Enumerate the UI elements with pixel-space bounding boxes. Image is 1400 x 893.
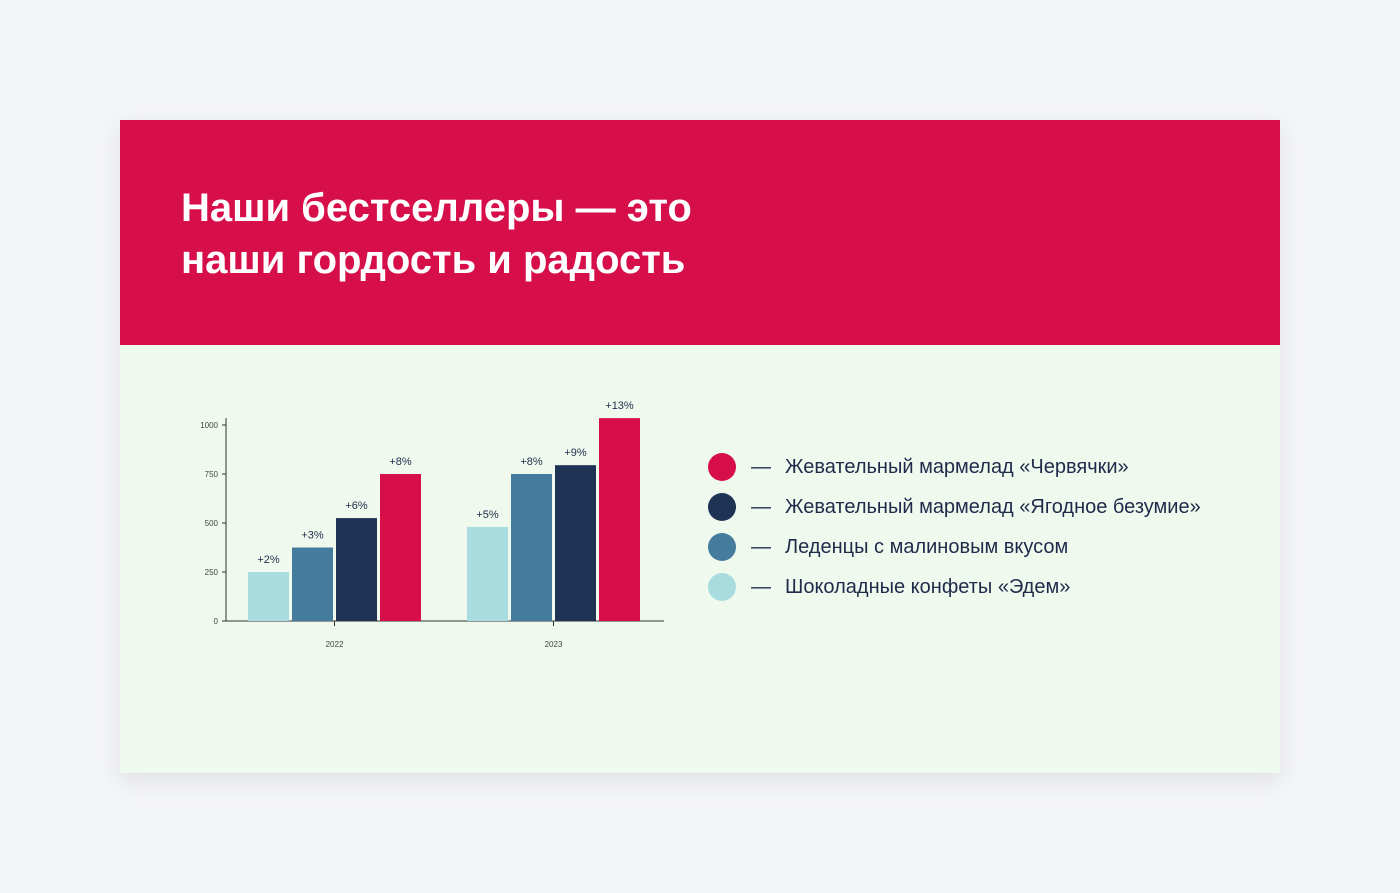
slide-title: Наши бестселлеры — это наши гордость и р… [181,182,692,286]
legend-swatch [708,533,736,561]
bar [380,474,421,621]
bar [511,474,552,621]
bar [467,526,508,621]
legend-dash: — [751,535,771,558]
legend-label: Леденцы с малиновым вкусом [785,535,1069,558]
y-tick-label: 750 [205,470,219,479]
y-tick-label: 250 [205,568,219,577]
legend-item: — Жевательный мармелад «Червячки» [708,453,1201,481]
legend-label: Шоколадные конфеты «Эдем» [785,575,1071,598]
legend-swatch [708,573,736,601]
y-tick-label: 0 [214,617,219,626]
x-tick-label: 2022 [326,640,344,649]
y-tick-label: 1000 [200,421,218,430]
bar-data-label: +8% [389,456,412,468]
bar-data-label: +2% [257,554,280,566]
legend-swatch [708,493,736,521]
bar-data-label: +5% [476,509,499,521]
bar-data-label: +3% [301,530,324,542]
bar [336,518,377,621]
slide: Наши бестселлеры — это наши гордость и р… [120,120,1280,773]
slide-title-line-2: наши гордость и радость [181,238,686,282]
bar [555,465,596,621]
legend-item: — Жевательный мармелад «Ягодное безумие» [708,493,1201,521]
chart-legend: — Жевательный мармелад «Червячки» — Жевател… [708,453,1201,613]
legend-dash: — [751,575,771,598]
legend-label: Жевательный мармелад «Червячки» [785,455,1129,478]
y-tick-label: 500 [205,519,219,528]
bar-chart: 0 250 500 750 1000 +2% +3% +6% +8% 2022 +5% +8% +9% +… [200,400,664,649]
legend-swatch [708,453,736,481]
bar-data-label: +6% [345,500,368,512]
bar-data-label: +13% [605,400,634,412]
x-tick-label: 2023 [545,640,563,649]
legend-item: — Шоколадные конфеты «Эдем» [708,573,1201,601]
bar-data-label: +8% [520,456,543,468]
bar [599,418,640,621]
legend-label: Жевательный мармелад «Ягодное безумие» [785,495,1201,518]
bar [248,572,289,621]
bar [292,547,333,621]
legend-dash: — [751,455,771,478]
legend-item: — Леденцы с малиновым вкусом [708,533,1201,561]
bar-data-label: +9% [564,447,587,459]
slide-header: Наши бестселлеры — это наши гордость и р… [120,120,1280,345]
slide-title-line-1: Наши бестселлеры — это [181,186,692,230]
legend-dash: — [751,495,771,518]
